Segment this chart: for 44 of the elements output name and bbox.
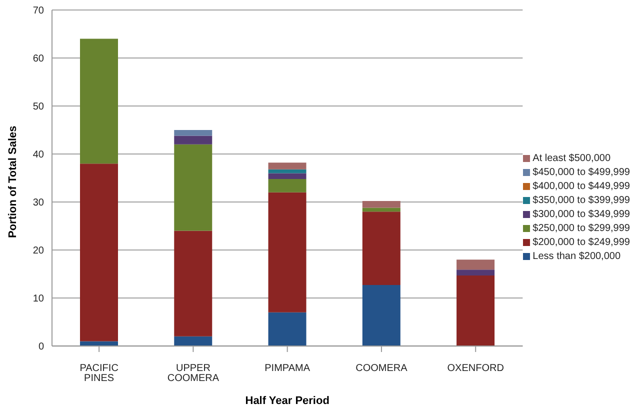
bar [80, 164, 118, 342]
bar [268, 162, 306, 170]
legend-label: Less than $200,000 [532, 250, 621, 262]
y-tick-label: 60 [32, 54, 44, 65]
bar [268, 169, 306, 174]
bar [174, 136, 212, 144]
bar [174, 230, 212, 336]
legend-label: $350,000 to $399,999 [532, 194, 630, 206]
x-axis-title: Half Year Period [245, 395, 330, 407]
bar [456, 260, 495, 270]
y-axis-title: Portion of Total Sales [6, 126, 19, 238]
bar [456, 275, 495, 346]
bar [268, 312, 306, 346]
legend-label: At least $500,000 [532, 152, 611, 164]
y-tick-label: 0 [38, 342, 44, 353]
bar [268, 192, 306, 312]
x-tick-label: COOMERA [356, 363, 408, 374]
bar [362, 208, 400, 212]
bar [456, 270, 495, 276]
y-tick-label: 30 [32, 198, 44, 209]
legend-label: $200,000 to $249,999 [532, 236, 630, 248]
bar [174, 336, 212, 346]
bar [362, 285, 400, 346]
bar [362, 212, 400, 286]
y-tick-label: 10 [32, 294, 44, 305]
legend-label: $250,000 to $299,999 [532, 222, 630, 234]
x-tick-label: UPPER COOMERA [167, 363, 220, 384]
legend-label: $300,000 to $349,999 [532, 208, 630, 220]
x-tick-label: OXENFORD [447, 363, 504, 374]
legend-label: $400,000 to $449,999 [532, 180, 630, 192]
y-tick-label: 50 [32, 102, 44, 113]
bar [268, 173, 306, 179]
y-tick-label: 70 [32, 6, 44, 17]
legend-label: $450,000 to $499,999 [532, 166, 630, 178]
bar [362, 201, 400, 208]
x-tick-label: PACIFIC PINES [80, 363, 118, 384]
x-tick-label: PIMPAMA [264, 363, 310, 374]
bar [174, 130, 212, 136]
bar [174, 144, 212, 231]
y-tick-label: 40 [32, 150, 44, 161]
bar [268, 178, 306, 192]
y-tick-label: 20 [32, 246, 44, 257]
bar [80, 341, 118, 346]
bar [80, 38, 118, 164]
